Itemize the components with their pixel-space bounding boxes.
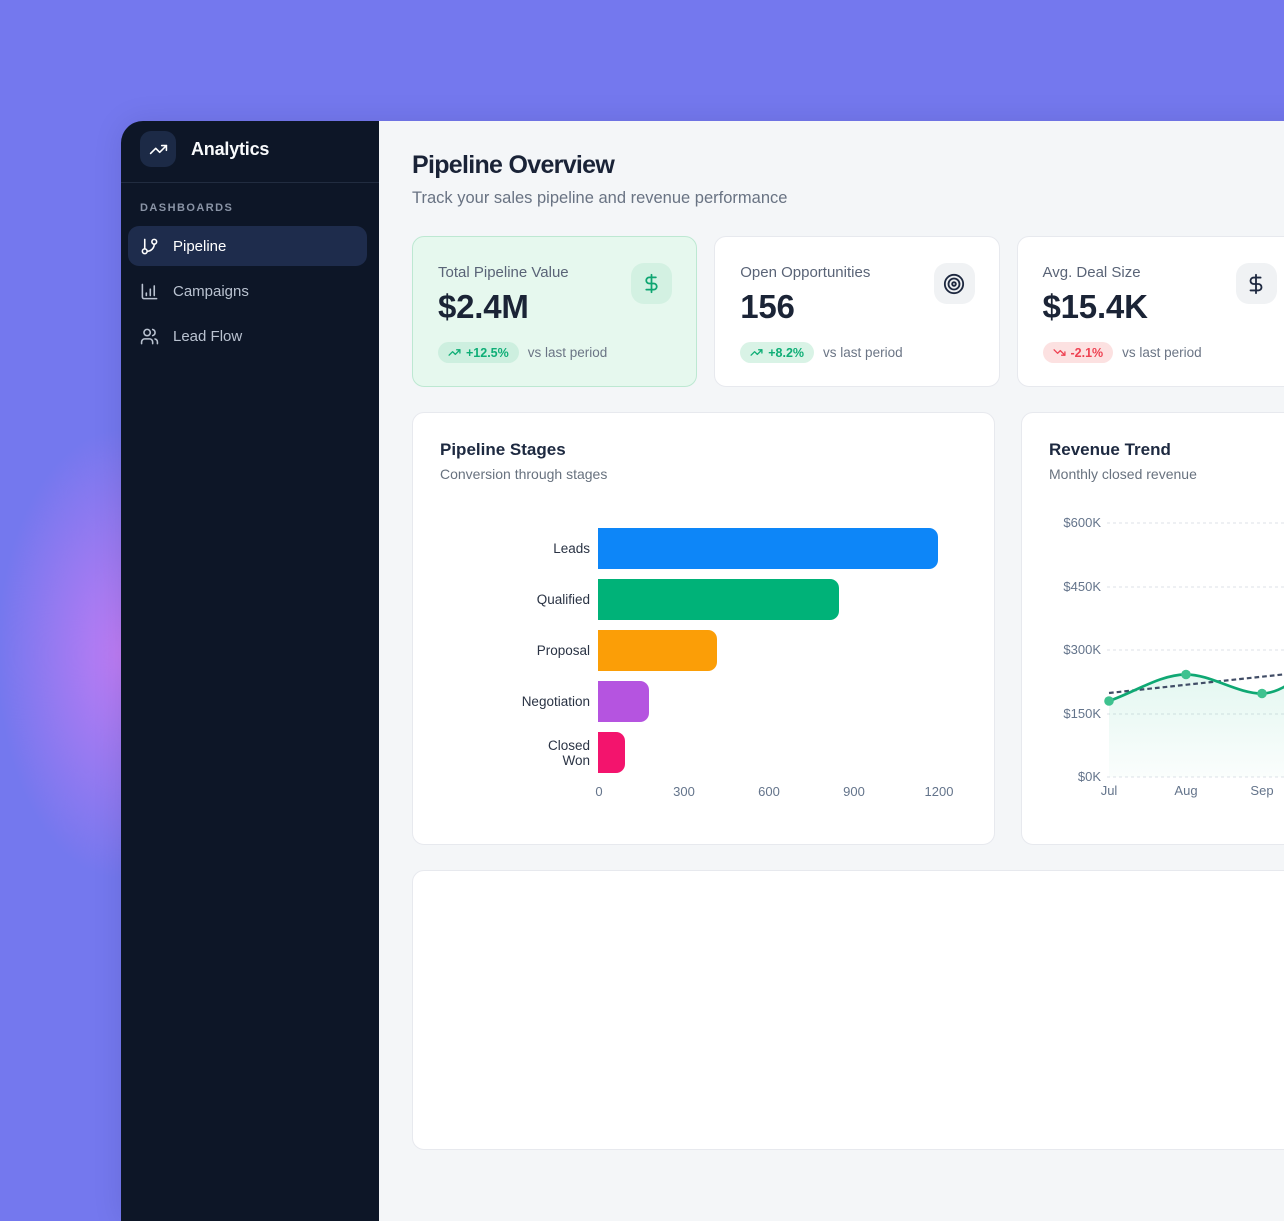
svg-text:Qualified: Qualified [537,592,590,607]
svg-text:Jul: Jul [1101,783,1118,798]
svg-text:0: 0 [595,784,602,799]
svg-text:$300K: $300K [1063,642,1101,657]
svg-text:$150K: $150K [1063,706,1101,721]
svg-text:Won: Won [562,753,590,768]
svg-text:Negotiation: Negotiation [522,694,590,709]
svg-text:$600K: $600K [1063,515,1101,530]
svg-text:Sep: Sep [1250,783,1273,798]
svg-text:Aug: Aug [1174,783,1197,798]
svg-text:Proposal: Proposal [537,643,590,658]
svg-text:300: 300 [673,784,695,799]
svg-text:Leads: Leads [553,541,590,556]
svg-text:$450K: $450K [1063,579,1101,594]
svg-text:900: 900 [843,784,865,799]
svg-text:600: 600 [758,784,780,799]
svg-text:Closed: Closed [548,738,590,753]
svg-text:1200: 1200 [925,784,954,799]
svg-text:$0K: $0K [1078,769,1101,784]
